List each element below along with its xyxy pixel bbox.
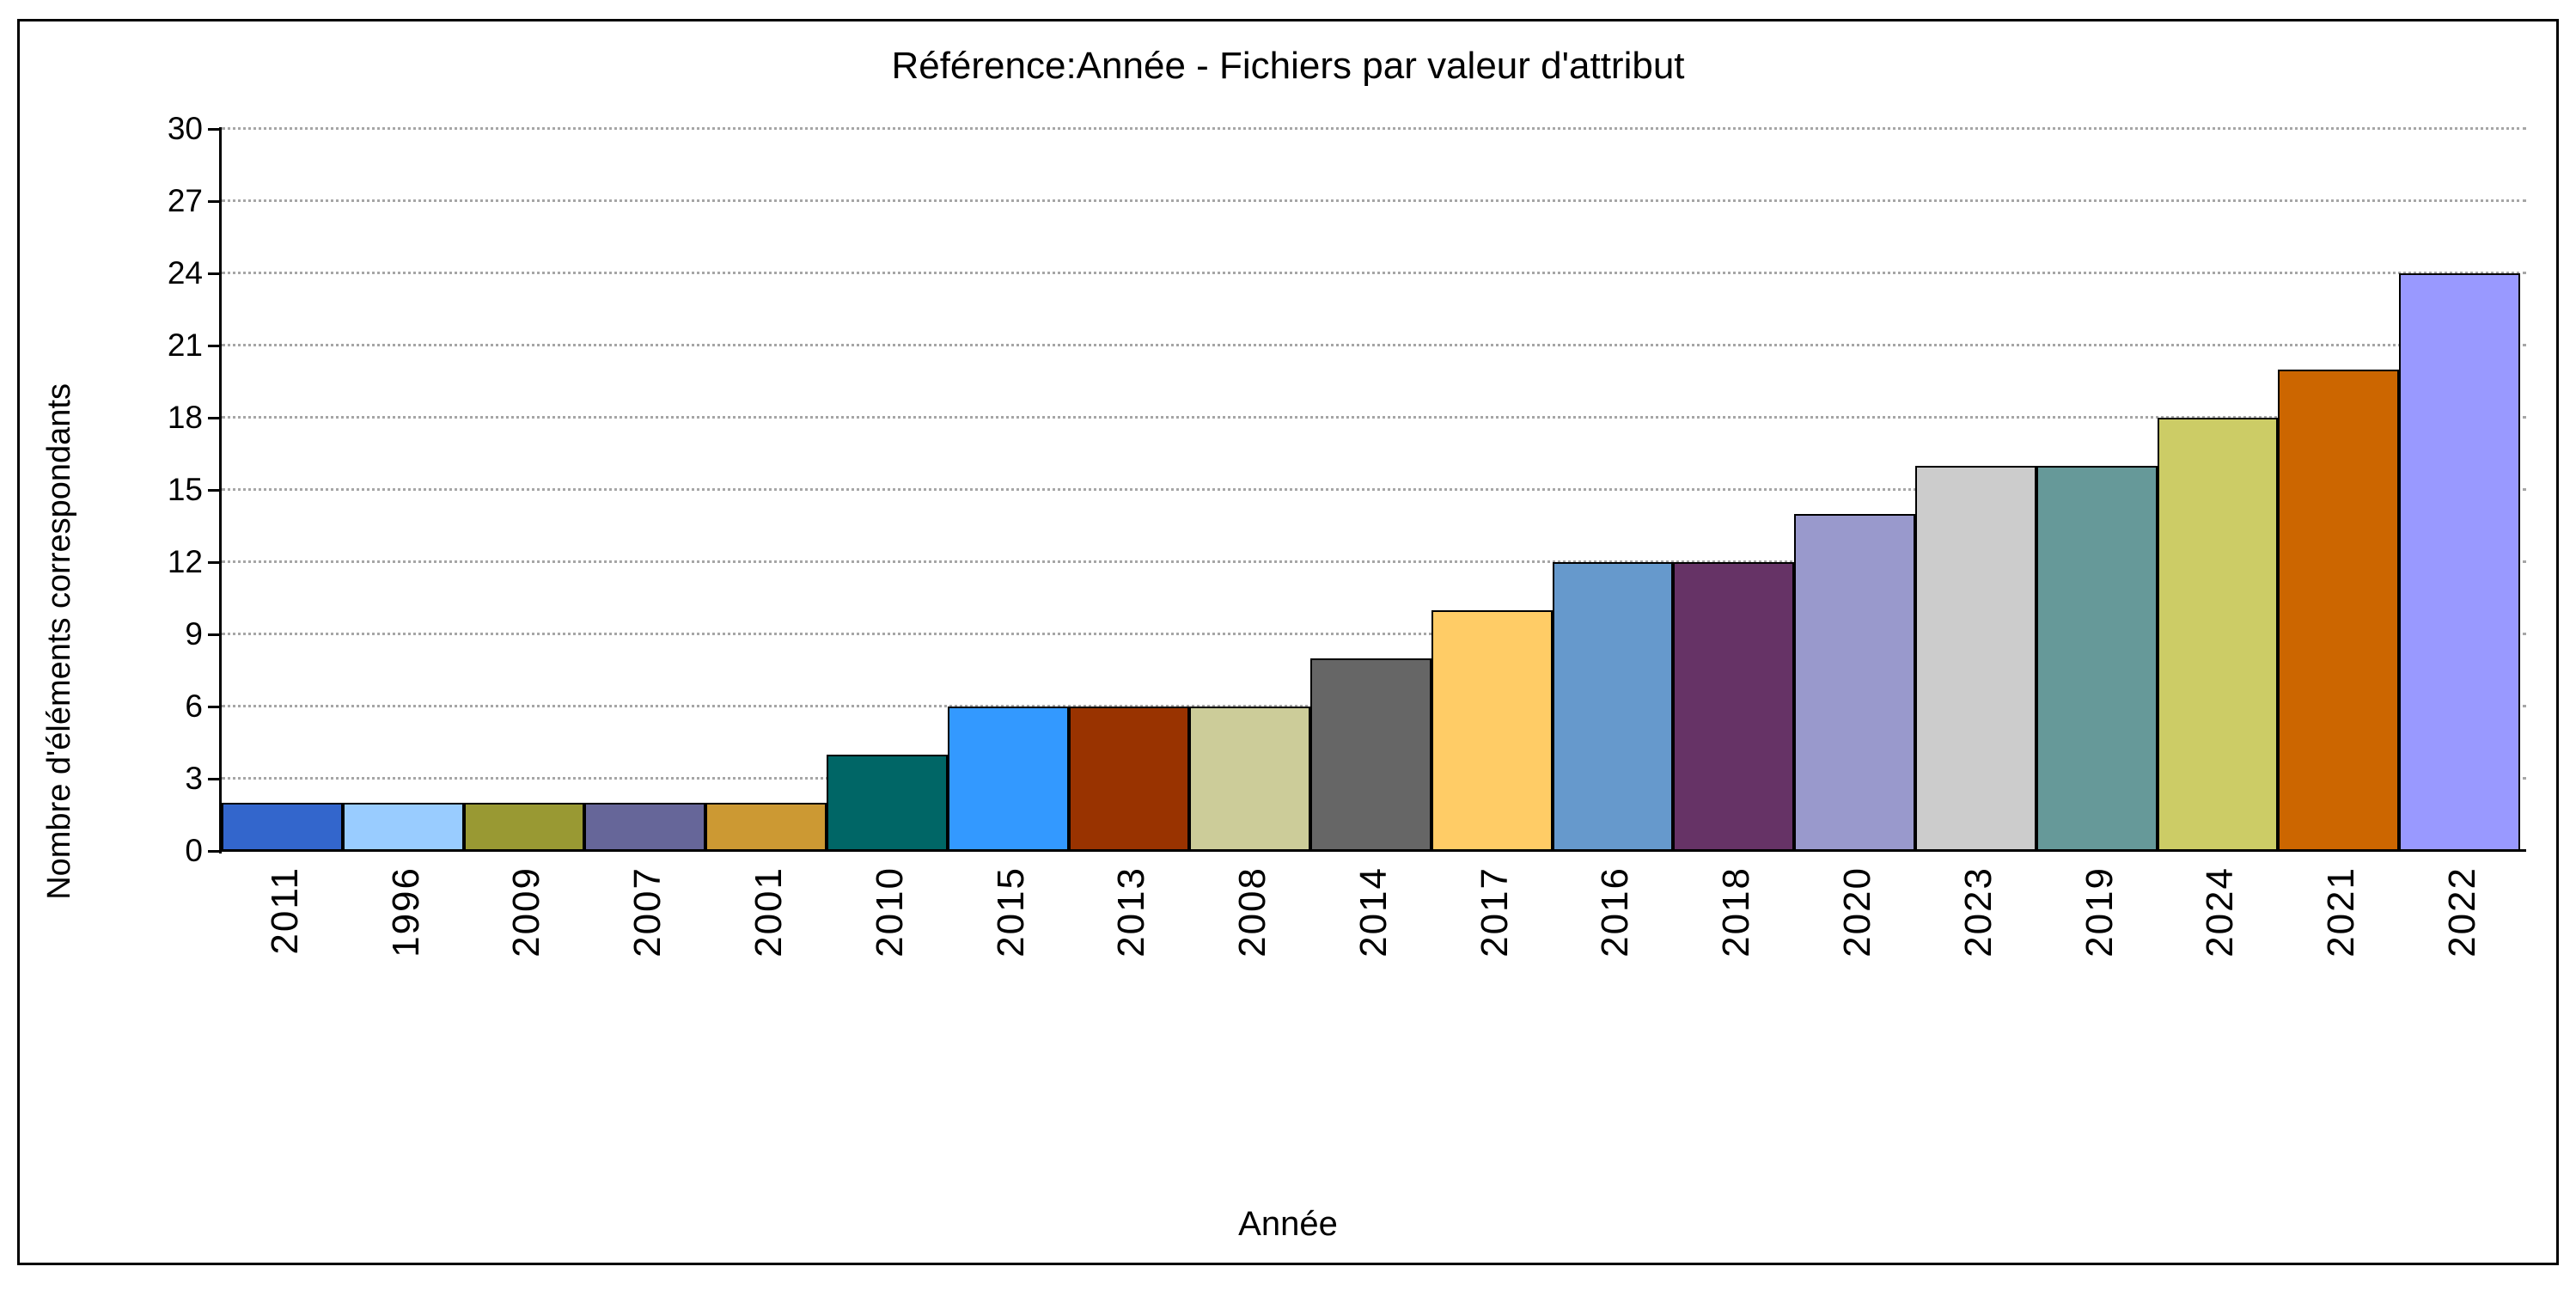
x-tick-label-2021: 2021 xyxy=(2320,866,2362,958)
bar-2010 xyxy=(827,755,948,851)
bar-2023 xyxy=(1915,466,2036,851)
bar-2001 xyxy=(705,803,827,851)
x-tick-label-2009: 2009 xyxy=(505,866,547,958)
y-tick-mark-3 xyxy=(208,778,222,780)
y-tick-label-6: 6 xyxy=(185,688,203,724)
y-axis-title: Nombre d'éléments correspondants xyxy=(40,382,77,900)
bar-2014 xyxy=(1310,658,1431,851)
x-tick-label-2017: 2017 xyxy=(1474,866,1516,958)
bar-2024 xyxy=(2158,418,2278,851)
y-tick-mark-9 xyxy=(208,633,222,636)
y-tick-label-12: 12 xyxy=(167,544,203,579)
y-tick-label-24: 24 xyxy=(167,255,203,291)
y-tick-mark-24 xyxy=(208,272,222,275)
x-tick-label-2016: 2016 xyxy=(1594,866,1636,958)
x-tick-label-2013: 2013 xyxy=(1110,866,1152,958)
bar-2016 xyxy=(1553,562,1673,851)
x-tick-label-2022: 2022 xyxy=(2441,866,2483,958)
bar-2009 xyxy=(464,803,584,851)
gridline-y-15 xyxy=(222,488,2526,491)
bar-2007 xyxy=(584,803,705,851)
bar-2018 xyxy=(1673,562,1794,851)
bar-2008 xyxy=(1189,707,1310,851)
y-tick-label-27: 27 xyxy=(167,183,203,218)
y-tick-mark-6 xyxy=(208,706,222,708)
bar-2015 xyxy=(948,707,1069,851)
bar-2011 xyxy=(222,803,343,851)
y-tick-mark-30 xyxy=(208,128,222,131)
gridline-y-12 xyxy=(222,560,2526,563)
x-tick-label-2001: 2001 xyxy=(748,866,790,958)
y-tick-mark-0 xyxy=(208,850,222,853)
y-tick-mark-12 xyxy=(208,561,222,564)
bar-2017 xyxy=(1431,610,1553,851)
x-tick-label-2010: 2010 xyxy=(869,866,911,958)
gridline-y-27 xyxy=(222,199,2526,202)
bar-1996 xyxy=(343,803,464,851)
chart-outer-border xyxy=(17,19,2559,1265)
x-axis-title: Année xyxy=(1238,1205,1338,1243)
x-tick-label-2014: 2014 xyxy=(1352,866,1395,958)
bar-2013 xyxy=(1069,707,1189,851)
y-tick-label-15: 15 xyxy=(167,472,203,507)
chart-title: Référence:Année - Fichiers par valeur d'… xyxy=(891,45,1685,87)
gridline-y-24 xyxy=(222,272,2526,274)
x-tick-label-2007: 2007 xyxy=(626,866,668,958)
y-axis-line xyxy=(219,127,222,854)
x-tick-label-2018: 2018 xyxy=(1715,866,1757,958)
x-tick-label-2011: 2011 xyxy=(264,866,306,955)
y-tick-mark-15 xyxy=(208,489,222,492)
y-axis-title-wrap: Nombre d'éléments correspondants xyxy=(29,21,89,1261)
y-tick-mark-27 xyxy=(208,200,222,203)
y-tick-label-21: 21 xyxy=(167,327,203,363)
x-tick-label-2024: 2024 xyxy=(2199,866,2241,958)
bar-2019 xyxy=(2036,466,2158,851)
bar-2021 xyxy=(2278,370,2399,851)
y-tick-label-3: 3 xyxy=(185,761,203,796)
x-tick-label-1996: 1996 xyxy=(385,866,427,958)
y-tick-label-18: 18 xyxy=(167,400,203,435)
x-tick-label-2008: 2008 xyxy=(1231,866,1273,958)
y-tick-mark-21 xyxy=(208,345,222,347)
x-tick-label-2015: 2015 xyxy=(990,866,1032,958)
x-tick-label-2020: 2020 xyxy=(1836,866,1878,958)
bar-2020 xyxy=(1794,514,1915,851)
x-tick-label-2019: 2019 xyxy=(2079,866,2121,958)
y-tick-mark-18 xyxy=(208,417,222,419)
x-tick-label-2023: 2023 xyxy=(1957,866,1999,958)
y-tick-label-9: 9 xyxy=(185,616,203,652)
gridline-y-30 xyxy=(222,127,2526,130)
gridline-y-18 xyxy=(222,416,2526,419)
bar-2022 xyxy=(2399,273,2520,851)
y-tick-label-0: 0 xyxy=(185,833,203,868)
gridline-y-21 xyxy=(222,344,2526,346)
gridline-y-9 xyxy=(222,633,2526,635)
y-tick-label-30: 30 xyxy=(167,111,203,146)
